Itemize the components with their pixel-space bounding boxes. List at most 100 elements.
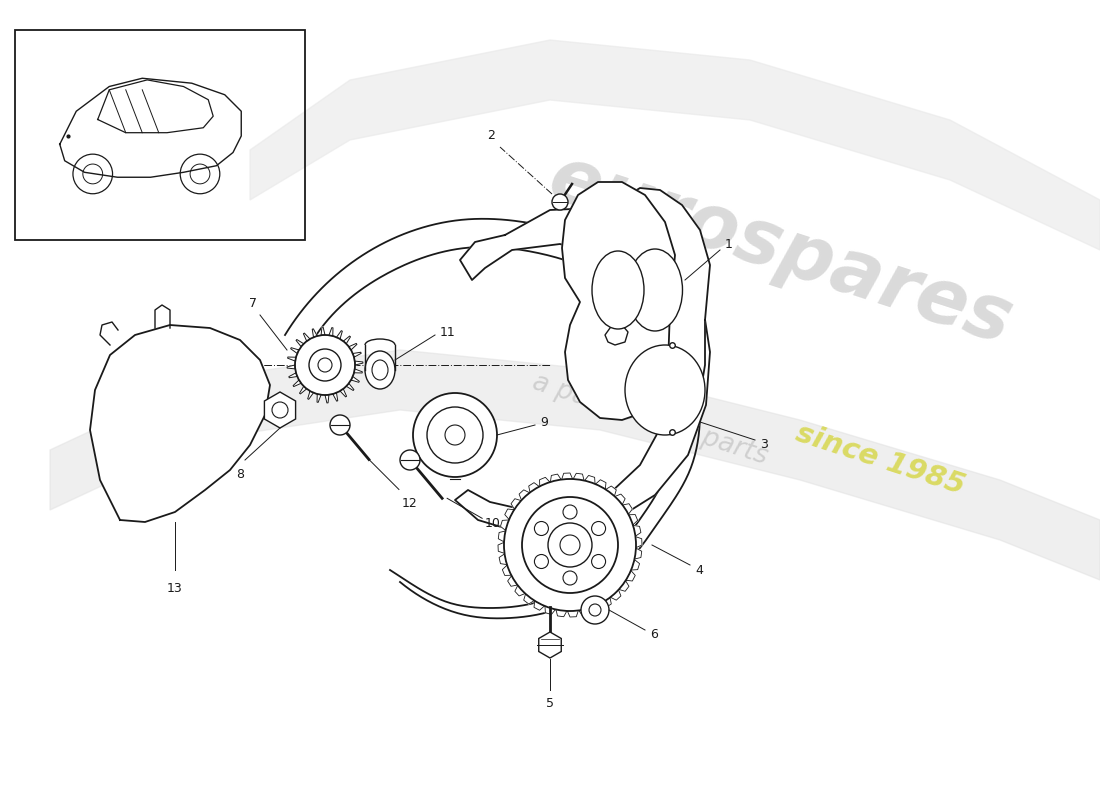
- Text: 11: 11: [440, 326, 455, 338]
- Polygon shape: [606, 486, 616, 496]
- Polygon shape: [636, 537, 642, 548]
- Polygon shape: [610, 590, 620, 600]
- Bar: [15, 30, 305, 240]
- Text: eurospares: eurospares: [539, 140, 1021, 360]
- Polygon shape: [568, 610, 579, 617]
- Polygon shape: [550, 474, 561, 482]
- Ellipse shape: [365, 351, 395, 389]
- Ellipse shape: [372, 360, 388, 380]
- Polygon shape: [584, 475, 595, 484]
- Text: a passion for parts: a passion for parts: [529, 370, 771, 470]
- Polygon shape: [308, 391, 314, 399]
- Text: 4: 4: [695, 563, 703, 577]
- Polygon shape: [500, 520, 509, 530]
- Polygon shape: [287, 365, 295, 369]
- Polygon shape: [534, 601, 544, 610]
- Polygon shape: [556, 610, 566, 617]
- Polygon shape: [519, 490, 529, 500]
- Polygon shape: [290, 348, 299, 354]
- Text: 10: 10: [485, 517, 501, 530]
- Polygon shape: [287, 357, 296, 361]
- Polygon shape: [626, 570, 636, 581]
- Polygon shape: [346, 383, 354, 390]
- Polygon shape: [317, 394, 321, 402]
- Circle shape: [295, 335, 355, 395]
- Circle shape: [400, 450, 420, 470]
- Text: 5: 5: [546, 697, 554, 710]
- Polygon shape: [505, 509, 514, 519]
- Polygon shape: [503, 565, 512, 575]
- Polygon shape: [619, 581, 629, 591]
- Polygon shape: [579, 608, 590, 616]
- Polygon shape: [337, 330, 342, 339]
- Polygon shape: [595, 480, 606, 490]
- Polygon shape: [329, 328, 333, 336]
- Polygon shape: [324, 394, 329, 403]
- Circle shape: [592, 522, 606, 535]
- Circle shape: [504, 479, 636, 611]
- Polygon shape: [590, 604, 601, 613]
- Text: 2: 2: [487, 129, 495, 142]
- Text: 13: 13: [167, 582, 183, 595]
- Polygon shape: [623, 504, 632, 514]
- Polygon shape: [304, 333, 310, 341]
- Ellipse shape: [625, 345, 705, 435]
- Polygon shape: [353, 352, 361, 358]
- Polygon shape: [562, 182, 675, 420]
- Polygon shape: [499, 554, 507, 565]
- Polygon shape: [629, 514, 638, 525]
- Text: 7: 7: [249, 297, 257, 310]
- Polygon shape: [50, 350, 1100, 580]
- Text: 1: 1: [725, 238, 733, 251]
- Polygon shape: [349, 343, 356, 350]
- Circle shape: [563, 571, 578, 585]
- Polygon shape: [540, 478, 550, 486]
- Circle shape: [581, 596, 609, 624]
- Polygon shape: [635, 548, 641, 559]
- Circle shape: [535, 554, 549, 569]
- Polygon shape: [631, 559, 639, 570]
- Polygon shape: [289, 373, 297, 378]
- Ellipse shape: [592, 251, 644, 329]
- Polygon shape: [340, 389, 346, 397]
- Polygon shape: [601, 598, 612, 607]
- Text: 9: 9: [540, 417, 548, 430]
- Circle shape: [412, 393, 497, 477]
- Polygon shape: [524, 594, 535, 604]
- Polygon shape: [507, 576, 517, 586]
- Ellipse shape: [627, 249, 682, 331]
- Circle shape: [552, 194, 568, 210]
- Polygon shape: [296, 339, 304, 346]
- Polygon shape: [343, 336, 351, 344]
- Polygon shape: [605, 188, 710, 418]
- Polygon shape: [250, 40, 1100, 250]
- Polygon shape: [354, 369, 362, 373]
- Polygon shape: [529, 482, 539, 493]
- Polygon shape: [544, 606, 556, 614]
- Polygon shape: [512, 498, 521, 510]
- Polygon shape: [333, 393, 338, 401]
- Polygon shape: [573, 474, 584, 481]
- Text: since 1985: since 1985: [792, 419, 968, 501]
- Polygon shape: [354, 361, 363, 365]
- Text: 12: 12: [402, 498, 418, 510]
- Circle shape: [563, 505, 578, 519]
- Polygon shape: [312, 329, 317, 338]
- Polygon shape: [351, 377, 360, 382]
- Polygon shape: [498, 542, 505, 554]
- Polygon shape: [498, 531, 506, 542]
- Polygon shape: [155, 305, 170, 328]
- Circle shape: [535, 522, 549, 535]
- Text: 3: 3: [760, 438, 768, 451]
- Polygon shape: [615, 494, 625, 505]
- Polygon shape: [632, 526, 641, 536]
- Polygon shape: [90, 325, 270, 522]
- Polygon shape: [515, 586, 525, 596]
- Circle shape: [330, 415, 350, 435]
- Polygon shape: [321, 327, 324, 335]
- Polygon shape: [455, 208, 710, 535]
- Circle shape: [592, 554, 606, 569]
- Text: 8: 8: [236, 468, 244, 481]
- Text: 6: 6: [650, 629, 658, 642]
- Polygon shape: [293, 380, 301, 386]
